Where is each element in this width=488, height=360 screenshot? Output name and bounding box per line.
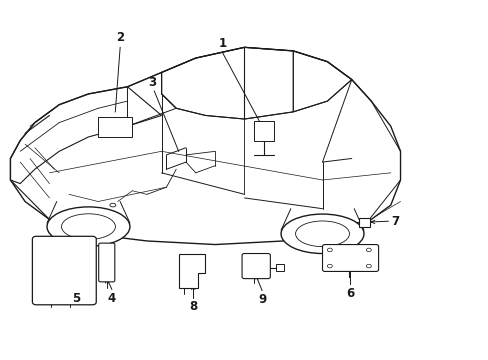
Bar [276, 264, 283, 271]
Text: 8: 8 [189, 300, 197, 313]
Ellipse shape [281, 214, 363, 253]
Polygon shape [10, 47, 400, 244]
Text: 2: 2 [116, 31, 124, 44]
Bar [98, 117, 132, 137]
FancyBboxPatch shape [322, 244, 378, 271]
Text: 6: 6 [346, 287, 354, 300]
FancyBboxPatch shape [32, 236, 96, 305]
Text: 5: 5 [72, 292, 80, 305]
FancyBboxPatch shape [242, 253, 270, 279]
Bar [254, 121, 273, 140]
Text: 1: 1 [218, 37, 226, 50]
Text: 4: 4 [107, 292, 116, 305]
Text: 7: 7 [390, 215, 398, 228]
Polygon shape [178, 253, 205, 288]
Ellipse shape [47, 207, 130, 246]
Text: 9: 9 [257, 293, 265, 306]
Text: 3: 3 [147, 76, 156, 89]
Bar [358, 218, 369, 226]
FancyBboxPatch shape [99, 243, 115, 282]
